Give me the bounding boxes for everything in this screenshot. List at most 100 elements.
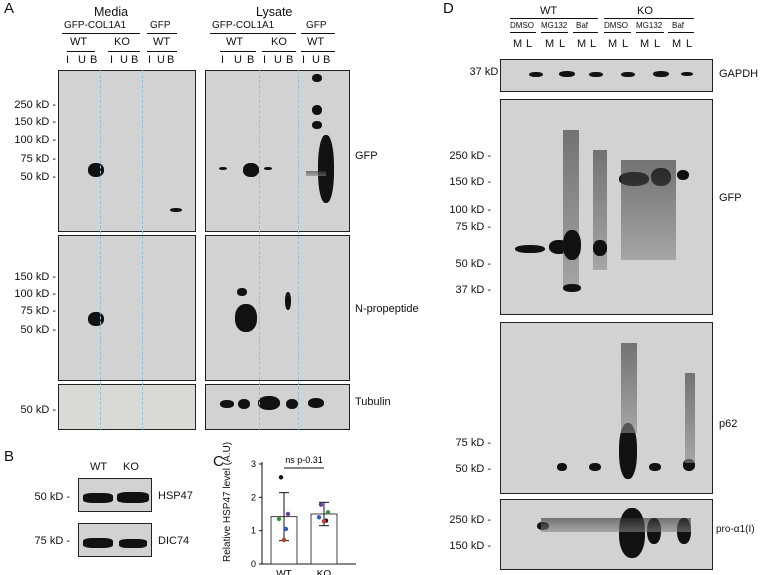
lysate-lane-i: I (221, 54, 225, 66)
c-point-wt-1 (285, 511, 291, 517)
b-hsp47-blot (78, 478, 152, 512)
d-lane-2: L (526, 38, 533, 50)
lysate-gfp-wt-label: WT (307, 36, 325, 48)
mw-a-75: 75 kD - (20, 153, 56, 165)
media-gfp-lane-i: I (148, 54, 152, 66)
lysate-gfp-lane-b: B (323, 54, 331, 66)
b-ko-label: KO (123, 461, 139, 473)
media-title: Media (94, 5, 129, 19)
d-lane-3: M (545, 38, 555, 50)
panel-a-label: A (4, 0, 15, 17)
d-mw-gfp-150: 150 kD - (449, 176, 491, 188)
d-gfp-blot (500, 99, 713, 315)
media-ko-lane-b: B (131, 54, 139, 66)
mw-a-100: 100 kD - (14, 134, 56, 146)
lysate-lane-u: U (234, 54, 242, 66)
d-lane-6: L (590, 38, 597, 50)
panel-b-label: B (4, 448, 15, 465)
d-mw-p62-75: 75 kD - (455, 437, 491, 449)
d-mw-gfp-75: 75 kD - (455, 221, 491, 233)
d-gfp-label: GFP (719, 192, 742, 204)
d-tr-5: MG132 (636, 21, 663, 30)
d-pro-blot (500, 499, 713, 570)
c-point-wt-2 (276, 516, 282, 522)
media-gfp-wt-label: WT (153, 36, 171, 48)
b-mw-50: 50 kD - (34, 491, 70, 503)
d-lane-4: L (559, 38, 566, 50)
d-lane-5: M (577, 38, 587, 50)
d-mw-gfp-50: 50 kD - (455, 258, 491, 270)
mw-a-150: 150 kD - (14, 116, 56, 128)
media-construct-label: GFP-COL1A1 (64, 20, 127, 31)
lysate-gfp-lane-u: U (312, 54, 320, 66)
mw-a-np-50: 50 kD - (20, 324, 56, 336)
media-gfp-label: GFP (150, 20, 171, 31)
d-p62-blot (500, 322, 713, 494)
lysate-tubulin-blot (205, 384, 350, 430)
mw-a-np-150: 150 kD - (14, 271, 56, 283)
lysate-wt-label: WT (226, 36, 244, 48)
d-tr-1: DMSO (510, 21, 534, 30)
c-xlabel-wt: WT (276, 569, 292, 575)
c-point-ko-1 (325, 510, 331, 515)
a-tubulin-label: Tubulin (355, 396, 391, 408)
c-point-ko-0 (318, 502, 324, 507)
d-lane-12: L (686, 38, 693, 50)
media-ko-lane-u: U (120, 54, 128, 66)
media-lane-b: B (90, 54, 98, 66)
c-xlabel-ko: KO (317, 569, 332, 575)
d-mw-pro-250: 250 kD - (449, 514, 491, 526)
d-mw-pro-150: 150 kD - (449, 540, 491, 552)
a-npro-label: N-propeptide (355, 303, 419, 315)
panel-c-label: C (213, 453, 224, 470)
d-p62-label: p62 (719, 418, 738, 430)
d-lane-11: M (672, 38, 682, 50)
panel-d-label: D (443, 0, 454, 17)
d-lane-9: M (640, 38, 650, 50)
c-ytick-label-0: 0 (251, 559, 256, 569)
lysate-gfp-blot (205, 70, 350, 232)
d-mw-gfp-100: 100 kD - (449, 204, 491, 216)
d-wt-label: WT (540, 5, 558, 17)
lysate-construct-label: GFP-COL1A1 (212, 20, 275, 31)
b-hsp47-label: HSP47 (158, 490, 193, 502)
lysate-ko-label: KO (271, 36, 287, 48)
media-ko-lane-i: I (110, 54, 114, 66)
media-lane-i: I (66, 54, 70, 66)
lysate-npro-blot (205, 235, 350, 381)
d-lane-8: L (622, 38, 629, 50)
c-stat-label: ns p-0.31 (285, 455, 323, 465)
c-point-ko-2 (316, 515, 322, 520)
lysate-lane-b: B (247, 54, 255, 66)
media-npro-blot (58, 235, 196, 381)
lysate-gfp-label: GFP (306, 20, 327, 31)
c-chart: 0 1 2 3 WT KO ns p-0.31 (251, 455, 356, 575)
lysate-title: Lysate (256, 5, 293, 19)
d-lane-1: M (513, 38, 523, 50)
c-point-wt-4 (281, 537, 287, 543)
media-tubulin-blot (58, 384, 196, 430)
d-tr-2: MG132 (541, 21, 568, 30)
b-wt-label: WT (90, 461, 108, 473)
d-lane-10: L (654, 38, 661, 50)
d-mw-gapdh-37: 37 kD - (469, 66, 505, 78)
c-ylabel: Relative HSP47 level (A.U) (222, 441, 233, 562)
mw-a-np-100: 100 kD - (14, 288, 56, 300)
b-dic74-blot (78, 523, 152, 557)
media-ko-label: KO (114, 36, 130, 48)
lysate-ko-lane-b: B (286, 54, 294, 66)
d-mw-gfp-37: 37 kD - (455, 284, 491, 296)
c-point-wt-0 (278, 475, 284, 480)
c-point-wt-3 (283, 526, 289, 532)
media-lane-u: U (78, 54, 86, 66)
media-wt-label: WT (70, 36, 88, 48)
d-mw-p62-50: 50 kD - (455, 463, 491, 475)
mw-a-np-75: 75 kD - (20, 305, 56, 317)
d-tr-3: Baf (576, 21, 589, 30)
c-ytick-label-2: 2 (251, 492, 256, 502)
d-tr-6: Baf (672, 21, 685, 30)
d-lane-7: M (608, 38, 618, 50)
d-gapdh-label: GAPDH (719, 68, 759, 80)
d-gapdh-blot (500, 59, 713, 92)
d-tr-4: DMSO (604, 21, 628, 30)
